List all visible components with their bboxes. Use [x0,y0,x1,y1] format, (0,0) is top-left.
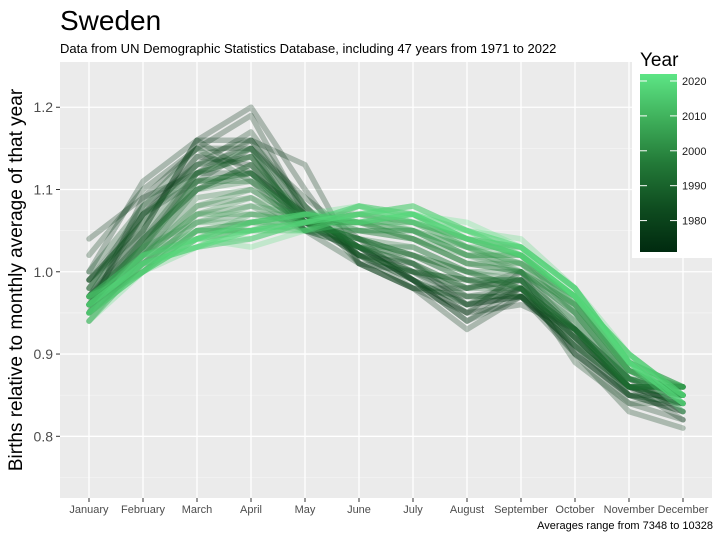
series-line-1993 [86,186,686,398]
series-line-2013 [86,203,686,407]
series-line-1998 [86,186,686,398]
legend-tick-label: 1990 [682,181,706,193]
x-axis: January February March April May June July Augu… [69,498,709,516]
series-line-2015 [86,203,686,407]
x-tick-label: April [240,504,262,516]
series-line-1988 [86,145,686,398]
series-line-2020 [86,211,686,398]
legend-ticks: 2020 2010 2000 1990 1980 [640,76,706,228]
series-line-2017 [86,211,686,407]
series-line-1986 [86,145,686,407]
series-line-1990 [86,153,686,390]
y-tick-label: 1.0 [34,264,54,280]
series-line-2021 [86,203,686,407]
legend-tick-label: 2020 [682,76,706,88]
series-line-1991 [86,178,686,398]
series-line-2005 [86,211,686,390]
legend-tick-label: 2010 [682,111,706,123]
grid-major [60,62,712,498]
x-tick-label: August [450,504,484,516]
series-line-1981 [86,170,686,407]
series-line-2006 [86,211,686,398]
series-line-2001 [86,219,686,390]
series-line-1972 [86,112,686,415]
y-tick-label: 0.8 [34,428,54,444]
series-line-1997 [86,203,686,390]
series-line-1982 [86,137,686,398]
series-line-2010 [86,211,686,398]
series-line-1973 [86,104,686,423]
y-tick-label: 1.2 [34,99,54,115]
series-line-2018 [86,203,686,398]
series-line-2002 [86,203,686,398]
series-line-2003 [86,211,686,390]
chart-subtitle: Data from UN Demographic Statistics Data… [60,41,556,56]
series-line-2000 [86,194,686,398]
series-line-1975 [86,137,686,415]
x-tick-label: November [604,504,655,516]
x-tick-label: June [347,504,371,516]
legend-title: Year [640,50,679,71]
x-tick-label: September [494,504,548,516]
series-lines [86,104,686,431]
series-line-1985 [86,153,686,390]
grid-minor [60,148,712,478]
series-line-2004 [86,211,686,398]
y-axis: 0.8 0.9 1.0 1.1 1.2 [34,99,60,444]
series-line-2007 [86,211,686,390]
series-line-2014 [86,211,686,398]
series-line-1996 [86,178,686,390]
plot-background [60,62,712,498]
series-line-1994 [86,170,686,390]
series-line-1974 [86,137,686,423]
series-line-1980 [86,153,686,407]
series-line-2008 [86,211,686,398]
series-line-2009 [86,203,686,390]
series-line-1979 [86,137,686,407]
series-line-1987 [86,170,686,398]
series-line-2016 [86,203,686,398]
series-line-1984 [86,145,686,407]
x-tick-label: May [295,504,316,516]
series-line-1999 [86,211,686,390]
x-tick-label: October [555,504,594,516]
series-line-1971 [86,153,686,407]
chart-caption: Averages range from 7348 to 10328 [537,520,713,532]
series-line-2019 [86,203,686,407]
x-tick-label: July [403,504,423,516]
legend-tick-label: 2000 [682,146,706,158]
legend-tick-label: 1980 [682,216,706,228]
y-axis-label: Births relative to monthly average of th… [6,88,27,471]
series-line-1989 [86,170,686,398]
y-tick-label: 0.9 [34,346,54,362]
series-line-1992 [86,162,686,390]
series-line-2022 [86,211,686,415]
x-tick-label: February [121,504,166,516]
series-line-1977 [86,145,686,415]
x-tick-label: March [182,504,213,516]
y-tick-label: 1.1 [34,182,54,198]
plot-panel [60,62,712,498]
series-line-1983 [86,162,686,390]
series-line-1995 [86,194,686,390]
chart-title: Sweden [60,5,161,36]
series-line-2011 [86,211,686,407]
x-tick-label: December [658,504,709,516]
x-tick-label: January [69,504,109,516]
legend-colorbar [640,74,677,252]
series-line-1976 [86,129,686,431]
series-line-1978 [86,145,686,398]
year-legend: Year 2020 2010 2000 1990 1980 [632,42,718,258]
series-line-2012 [86,203,686,398]
